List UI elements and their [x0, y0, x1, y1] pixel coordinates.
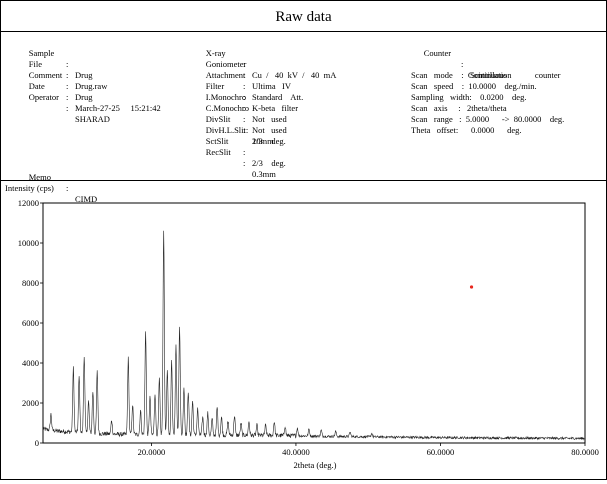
colon-sep: :: [243, 92, 246, 102]
colon-sep: :: [66, 70, 69, 80]
info-value: K-beta filter: [252, 103, 299, 113]
info-value: Standard Att.: [252, 92, 304, 102]
y-tick-label: 10000: [18, 238, 39, 248]
info-value: SHARAD: [75, 114, 110, 124]
y-tick-label: 2000: [22, 398, 39, 408]
info-cmonochro: C.Monochro : Not used: [193, 92, 287, 147]
info-value: Drug: [75, 92, 93, 102]
x-tick-label: 20.0000: [138, 447, 166, 457]
info-value: Scintillation counter: [470, 70, 561, 80]
info-memo: Memo : CIMD: [16, 161, 97, 216]
measurement-info: Sample : Drug File : Drug.raw Comment : …: [1, 32, 606, 204]
info-scan-mode: Scan mode : Continuous: [411, 70, 508, 80]
data-marker-dot: [469, 285, 474, 289]
colon-sep: :: [243, 81, 246, 91]
info-value: Not used: [252, 114, 287, 124]
info-key: Goniometer: [205, 59, 247, 69]
colon-sep: :: [243, 103, 246, 113]
info-key: DivH.L.Slit:: [205, 125, 249, 135]
xrd-pattern-line: [42, 230, 586, 441]
info-key: Date: [28, 81, 45, 91]
x-tick-label: 40.0000: [282, 447, 310, 457]
info-sctslit: SctSlit : 2/3 deg.: [193, 125, 286, 180]
info-value: Ultima IV: [252, 81, 291, 91]
y-axis-label: Intensity (cps): [5, 183, 54, 193]
colon-sep: :: [243, 147, 246, 157]
info-value: 10mm: [252, 136, 274, 146]
x-ticks: 20.0000 40.0000 60.0000 80.0000: [138, 443, 599, 457]
info-divslit: DivSlit : 2/3 deg.: [193, 103, 286, 158]
info-value: Not used: [252, 125, 287, 135]
info-key: Attachment: [205, 70, 246, 80]
info-date: Date : March-27-25 15:21:42: [16, 70, 161, 125]
info-value: 2/3 deg.: [252, 136, 286, 146]
info-comment: Comment : Drug: [16, 59, 93, 114]
colon-sep: :: [243, 59, 246, 69]
info-sampling-width: Sampling width: 0.0200 deg.: [411, 92, 527, 102]
info-theta-offset: Theta offset: 0.0000 deg.: [411, 125, 522, 135]
colon-sep: :: [66, 92, 69, 102]
page-title: Raw data: [1, 1, 606, 32]
colon-sep: :: [66, 183, 69, 193]
info-key: DivSlit: [205, 114, 231, 124]
info-counter: Counter : Scintillation counter: [411, 37, 561, 92]
info-value: Cu / 40 kV / 40 mA: [252, 70, 337, 80]
info-value: Drug: [75, 70, 93, 80]
info-filter: Filter : K-beta filter: [193, 70, 298, 125]
info-value: March-27-25 15:21:42: [75, 103, 161, 113]
colon-sep: :: [243, 114, 246, 124]
info-key: Memo: [28, 172, 51, 182]
info-divhlslit: DivH.L.Slit: 10mm: [193, 114, 274, 158]
info-key: File: [28, 59, 42, 69]
info-value: 0.3mm: [252, 169, 276, 179]
info-scan-speed: Scan speed : 10.0000 deg./min.: [411, 81, 537, 91]
info-value: 2/3 deg.: [252, 158, 286, 168]
y-tick-label: 12000: [18, 198, 39, 208]
info-key: Comment: [28, 70, 63, 80]
y-tick-label: 8000: [22, 278, 39, 288]
info-key: C.Monochro: [205, 103, 249, 113]
info-key: RecSlit: [205, 147, 231, 157]
info-key: Counter: [423, 48, 452, 58]
colon-sep: :: [243, 70, 246, 80]
y-ticks: 0 2000 4000 6000 8000 10000 12000: [18, 198, 43, 448]
y-tick-label: 6000: [22, 318, 39, 328]
info-value: CIMD: [75, 194, 98, 204]
info-goniometer: Goniometer : Ultima IV: [193, 48, 291, 103]
plot-area: [42, 202, 586, 444]
colon-sep: :: [461, 59, 464, 69]
colon-sep: :: [66, 59, 69, 69]
colon-sep: :: [66, 103, 69, 113]
info-key: Filter: [205, 81, 225, 91]
info-imonochro: I.Monochro : Not used: [193, 81, 287, 136]
info-scan-axis: Scan axis : 2theta/theta: [411, 103, 507, 113]
xrd-chart: Intensity (cps) 2theta (deg.) 0 2000 4000 6…: [1, 181, 606, 479]
x-tick-label: 80.0000: [571, 447, 599, 457]
info-recslit: RecSlit : 0.3mm: [193, 136, 276, 191]
info-key: SctSlit: [205, 136, 229, 146]
info-key: Sample: [28, 48, 55, 58]
x-tick-label: 60.0000: [427, 447, 455, 457]
x-axis-label: 2theta (deg.): [294, 460, 337, 470]
info-scan-range: Scan range : 5.0000 -> 80.0000 deg.: [411, 114, 565, 124]
info-value: Drug.raw: [75, 81, 108, 91]
info-sample: Sample : Drug: [16, 37, 93, 92]
colon-sep: :: [243, 158, 246, 168]
info-file: File : Drug.raw: [16, 48, 108, 103]
info-attachment: Attachment : Standard Att.: [193, 59, 303, 114]
info-key: X-ray: [205, 48, 226, 58]
info-key: I.Monochro: [205, 92, 247, 102]
colon-sep: :: [243, 125, 246, 135]
info-operator: Operator : SHARAD: [16, 81, 110, 136]
info-xray: X-ray : Cu / 40 kV / 40 mA: [193, 37, 337, 92]
y-tick-label: 0: [35, 438, 39, 448]
colon-sep: :: [66, 81, 69, 91]
info-key: Operator: [28, 92, 59, 102]
y-tick-label: 4000: [22, 358, 39, 368]
